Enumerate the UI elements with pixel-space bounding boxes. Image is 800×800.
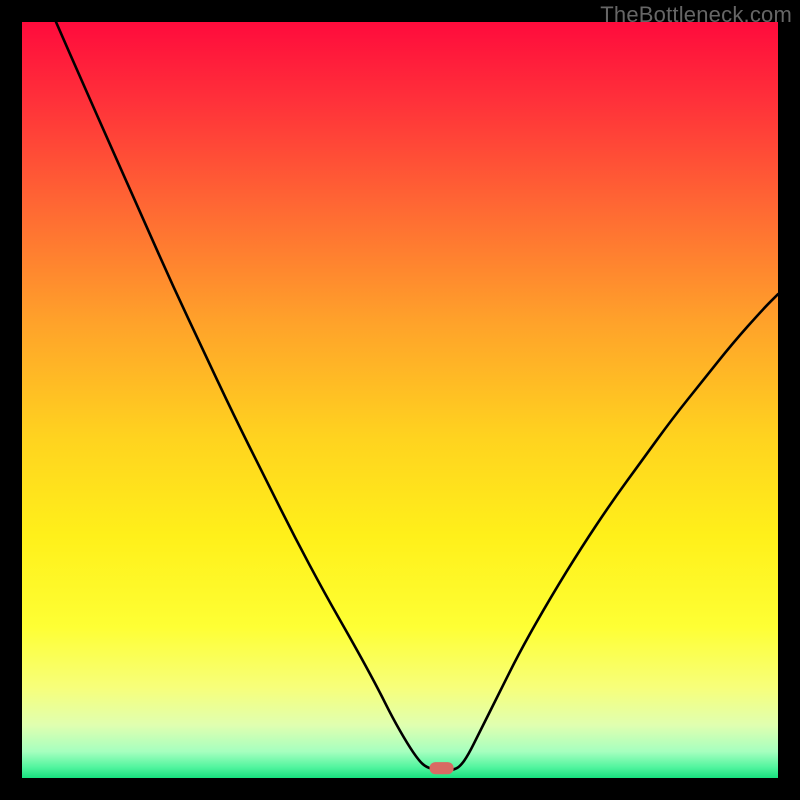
plot-background-gradient [22,22,778,778]
chart-container: TheBottleneck.com [0,0,800,800]
bottleneck-chart [0,0,800,800]
minimum-marker [429,762,453,774]
